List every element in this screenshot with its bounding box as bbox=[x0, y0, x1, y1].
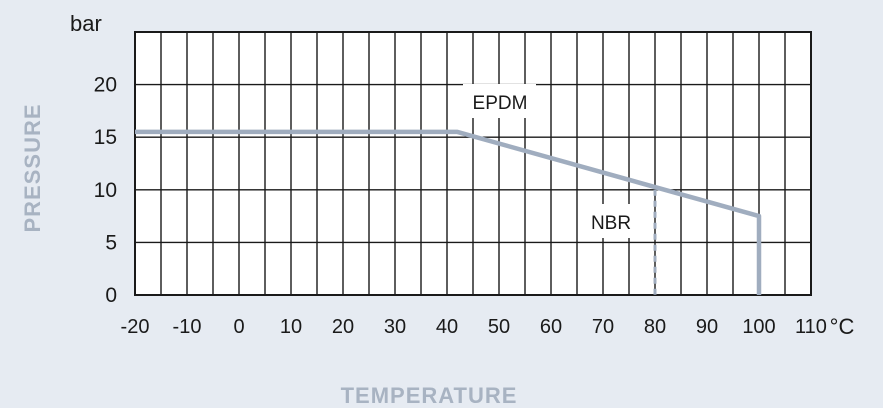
x-tick-label: 110 bbox=[795, 316, 827, 338]
x-tick-label: 10 bbox=[280, 316, 302, 338]
y-tick-label: 0 bbox=[105, 284, 117, 307]
x-tick-label: 20 bbox=[332, 316, 354, 338]
y-tick-label: 15 bbox=[94, 126, 117, 149]
x-tick-label: 50 bbox=[488, 316, 510, 338]
x-tick-label: 80 bbox=[644, 316, 666, 338]
x-tick-label: -20 bbox=[121, 316, 150, 338]
series-layer: EPDM NBR bbox=[135, 84, 762, 295]
plot-border bbox=[134, 31, 812, 296]
x-tick-label: 60 bbox=[540, 316, 562, 338]
y-axis-title: PRESSURE bbox=[20, 103, 45, 232]
x-tick-label: 30 bbox=[384, 316, 406, 338]
y-tick-label: 20 bbox=[94, 74, 117, 97]
x-tick-label: 70 bbox=[592, 316, 614, 338]
x-axis-title: TEMPERATURE bbox=[341, 383, 518, 408]
x-tick-label: 40 bbox=[436, 316, 458, 338]
y-unit-label: bar bbox=[70, 11, 102, 36]
y-tick-label: 5 bbox=[105, 231, 117, 254]
x-tick-label: 90 bbox=[696, 316, 718, 338]
y-tick-labels: 0 5 10 15 20 bbox=[94, 74, 117, 307]
x-tick-label: 100 bbox=[742, 316, 775, 338]
nbr-label-background bbox=[578, 204, 644, 238]
x-tick-labels: -20 -10 0 10 20 30 40 50 60 70 80 90 100 110 bbox=[121, 316, 827, 338]
epdm-label-background bbox=[463, 84, 536, 118]
y-tick-label: 10 bbox=[94, 179, 117, 202]
epdm-series-label: EPDM bbox=[473, 93, 528, 114]
nbr-series-label: NBR bbox=[591, 213, 631, 234]
x-tick-label: 0 bbox=[233, 316, 244, 338]
x-tick-label: -10 bbox=[173, 316, 202, 338]
epdm-series-line bbox=[135, 129, 762, 295]
x-unit-label: °C bbox=[830, 314, 855, 339]
